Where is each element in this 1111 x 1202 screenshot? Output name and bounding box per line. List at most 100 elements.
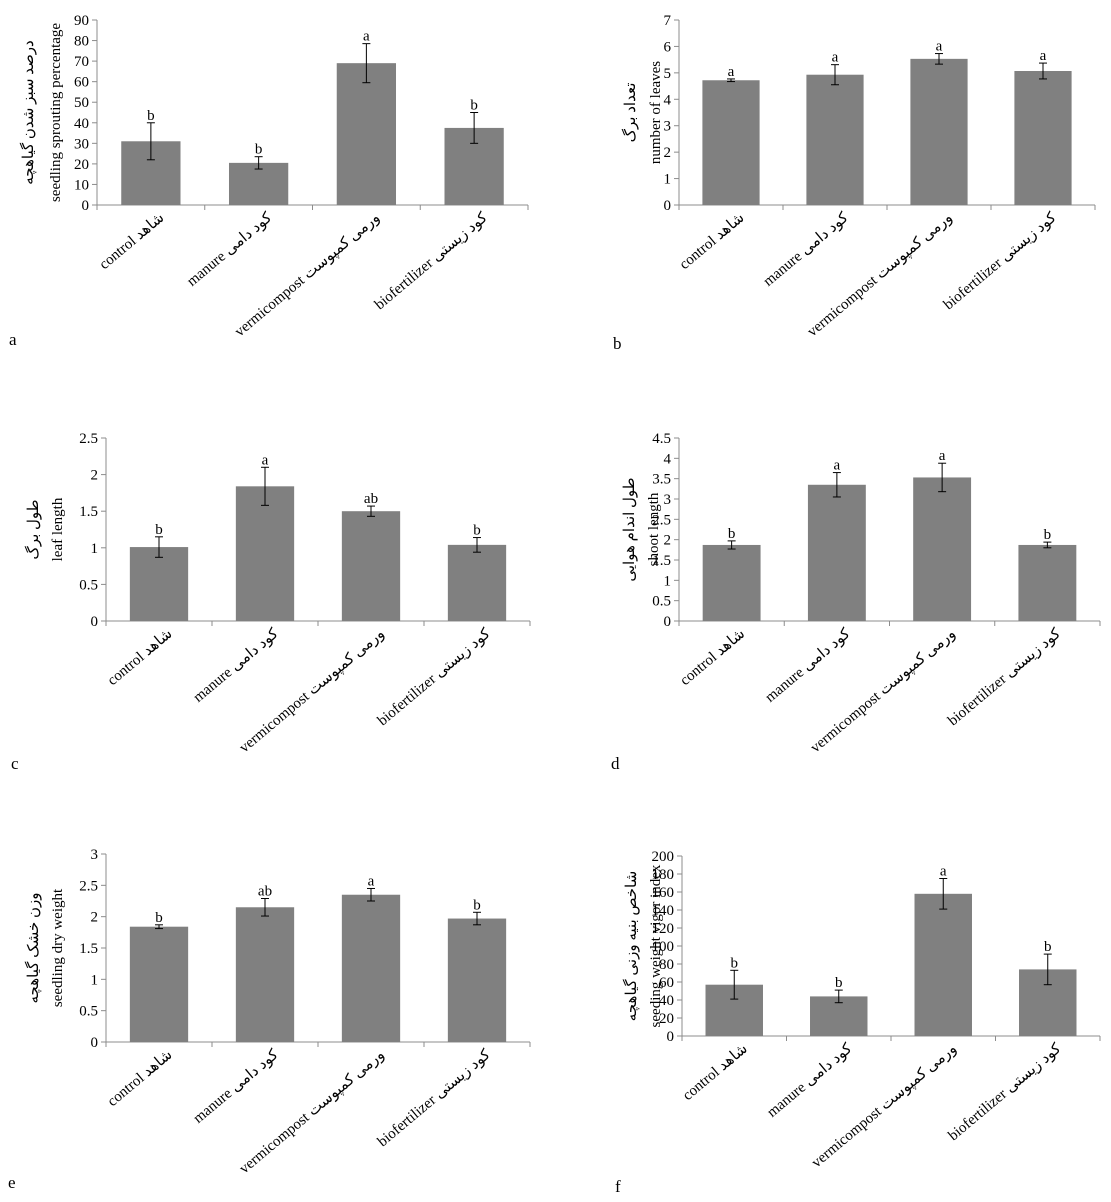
y-tick-label: 2	[664, 145, 672, 161]
y-tick-label: 40	[659, 993, 674, 1009]
significance-label: b	[473, 897, 481, 913]
chart-panel-f: 0 20 40 60 80 100 120 140 160 180 200 b control شاهد…	[555, 835, 1111, 1202]
y-tick-label: 0	[82, 198, 90, 214]
y-tick-label: 10	[74, 177, 89, 193]
significance-label: a	[262, 452, 269, 468]
significance-label: a	[1040, 48, 1047, 64]
significance-label: a	[940, 864, 947, 880]
bar	[228, 162, 289, 205]
bar-chart-d: 0 0.5 1 1.5 2 2.5 3 3.5 4 4.5 b control شاهد a manure…	[622, 431, 1101, 756]
panel-label: f	[615, 1177, 621, 1196]
y-axis-title: seedling dry weight	[50, 888, 66, 1007]
bar	[806, 74, 864, 205]
bar	[447, 544, 507, 621]
y-tick-label: 3	[91, 847, 99, 863]
y-tick-label: 60	[74, 75, 89, 91]
bar	[807, 484, 866, 621]
y-axis-title: seedling sprouting percentage	[48, 23, 64, 202]
y-tick-label: 4	[664, 451, 672, 467]
category-label: control شاهد	[105, 626, 176, 689]
significance-label: a	[832, 50, 839, 66]
y-tick-label: 0	[91, 614, 99, 630]
y-tick-label: 200	[652, 849, 675, 865]
y-tick-label: 2	[91, 468, 99, 484]
y-tick-label: 0.5	[652, 594, 671, 610]
bar-chart-f: 0 20 40 60 80 100 120 140 160 180 200 b control شاهد…	[622, 849, 1101, 1171]
y-tick-label: 0	[91, 1035, 99, 1051]
chart-panel-e: 0 0.5 1 1.5 2 2.5 3 b control شاهد ab manure کود د…	[0, 835, 555, 1202]
y-axis-title-fa: تعداد برگ	[621, 83, 639, 143]
significance-label: b	[147, 108, 155, 124]
bar	[702, 544, 761, 621]
y-tick-label: 40	[74, 116, 89, 132]
significance-label: ab	[364, 491, 378, 507]
category-label: control شاهد	[97, 210, 168, 273]
y-tick-label: 60	[659, 975, 674, 991]
bar-chart-c: 0 0.5 1 1.5 2 2.5 b control شاهد a manure کود دام…	[24, 431, 531, 756]
y-axis-title: shoot length	[646, 492, 662, 566]
y-tick-label: 30	[74, 136, 89, 152]
y-tick-label: 1	[91, 972, 99, 988]
y-tick-label: 2	[91, 910, 99, 926]
y-tick-label: 140	[652, 903, 675, 919]
significance-label: b	[1044, 527, 1052, 543]
category-label: manure کود دامی	[762, 625, 854, 706]
significance-label: b	[731, 955, 739, 971]
y-tick-label: 4	[664, 92, 672, 108]
category-label: control شاهد	[677, 626, 748, 689]
significance-label: a	[939, 448, 946, 464]
bar	[336, 63, 397, 205]
category-label: biofertilizer کود زیستی	[375, 1046, 494, 1150]
category-label: manure کود دامی	[764, 1040, 856, 1121]
significance-label: a	[936, 39, 943, 55]
bar	[235, 486, 295, 621]
y-axis-title: number of leaves	[648, 61, 664, 164]
bar	[129, 926, 189, 1042]
y-tick-label: 90	[74, 13, 89, 29]
significance-label: b	[155, 522, 163, 538]
y-tick-label: 180	[652, 867, 675, 883]
category-label: biofertilizer کود زیستی	[945, 1040, 1064, 1144]
category-label: control شاهد	[680, 1041, 751, 1104]
y-tick-label: 100	[652, 939, 675, 955]
bar	[129, 547, 189, 621]
significance-label: b	[835, 975, 843, 991]
y-tick-label: 0.5	[79, 1004, 98, 1020]
significance-label: b	[728, 526, 736, 542]
category-label: manure کود دامی	[191, 625, 283, 706]
bar	[341, 511, 401, 621]
significance-label: b	[470, 98, 478, 114]
category-label: biofertilizer کود زیستی	[375, 625, 494, 729]
chart-panel-c: 0 0.5 1 1.5 2 2.5 b control شاهد a manure کود دام…	[0, 420, 555, 780]
significance-label: b	[1044, 939, 1052, 955]
y-axis-title-fa: درصد سبز شدن گیاهچه	[19, 40, 37, 185]
y-tick-label: 6	[664, 39, 672, 55]
y-tick-label: 0	[664, 614, 672, 630]
y-tick-label: 120	[652, 921, 675, 937]
y-axis-title-fa: وزن خشک گیاهچه	[24, 893, 42, 1004]
bar	[235, 907, 295, 1042]
y-tick-label: 20	[659, 1011, 674, 1027]
y-tick-label: 1.5	[652, 553, 671, 569]
category-label: manure کود دامی	[191, 1046, 283, 1127]
significance-label: a	[728, 64, 735, 80]
y-tick-label: 2	[664, 533, 672, 549]
bar	[913, 477, 972, 621]
y-tick-label: 2.5	[79, 431, 98, 447]
panel-label: c	[11, 754, 19, 773]
y-tick-label: 1	[664, 573, 672, 589]
category-label: control شاهد	[677, 210, 748, 273]
y-tick-label: 1.5	[79, 941, 98, 957]
y-tick-label: 2.5	[79, 878, 98, 894]
significance-label: a	[363, 29, 370, 45]
y-axis-title: leaf length	[50, 497, 66, 561]
bar-chart-a: 0 10 20 30 40 50 60 70 80 90 b control شاهد b manure …	[19, 13, 529, 340]
y-tick-label: 2.5	[652, 512, 671, 528]
chart-panel-a: 0 10 20 30 40 50 60 70 80 90 b control شاهد b manure …	[0, 0, 555, 355]
bar	[702, 80, 760, 205]
y-tick-label: 70	[74, 54, 89, 70]
bar	[1014, 71, 1072, 205]
y-tick-label: 1	[664, 172, 672, 188]
